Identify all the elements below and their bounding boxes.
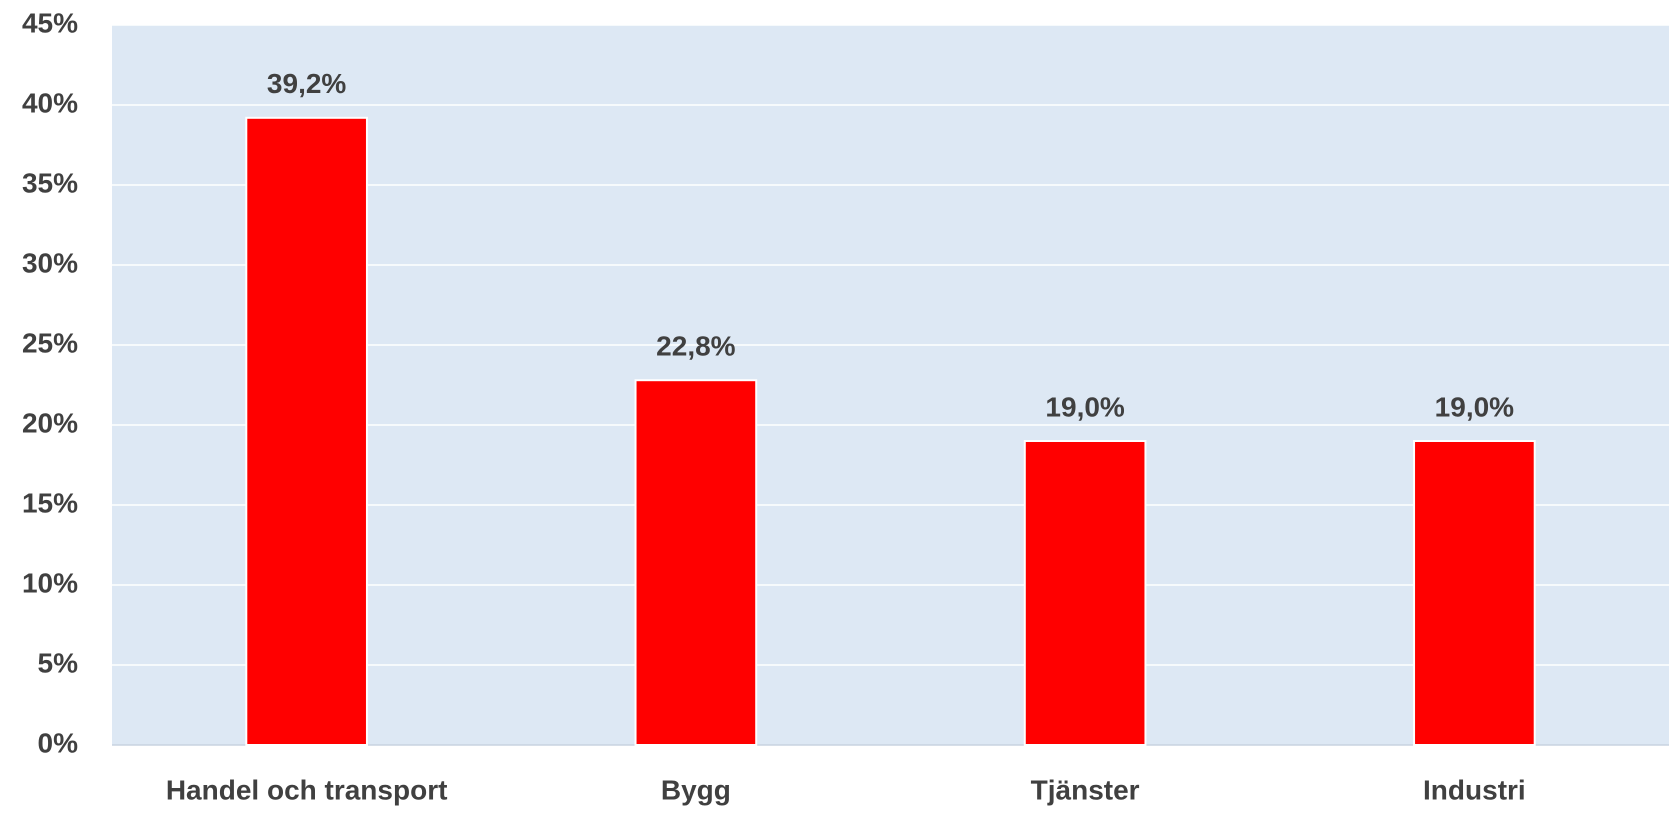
- x-tick-label: Handel och transport: [166, 774, 448, 805]
- bar: [1023, 440, 1147, 746]
- value-label: 39,2%: [267, 68, 346, 99]
- bar: [634, 379, 758, 746]
- x-tick-label: Bygg: [661, 774, 731, 805]
- y-tick-label: 10%: [22, 567, 78, 598]
- x-tick-label: Industri: [1423, 774, 1526, 805]
- value-label: 22,8%: [656, 331, 735, 362]
- y-tick-label: 20%: [22, 407, 78, 438]
- y-tick-label: 45%: [22, 7, 78, 38]
- y-tick-label: 0%: [38, 727, 79, 758]
- value-label: 19,0%: [1045, 391, 1124, 422]
- y-tick-label: 15%: [22, 487, 78, 518]
- bar: [245, 116, 368, 747]
- value-label: 19,0%: [1435, 391, 1514, 422]
- y-tick-label: 25%: [22, 327, 78, 358]
- y-tick-label: 35%: [22, 167, 78, 198]
- y-tick-label: 40%: [22, 87, 78, 118]
- plot-area: [112, 25, 1669, 745]
- y-tick-label: 30%: [22, 247, 78, 278]
- bar: [1413, 440, 1536, 746]
- x-tick-label: Tjänster: [1031, 774, 1140, 805]
- y-tick-label: 5%: [38, 647, 79, 678]
